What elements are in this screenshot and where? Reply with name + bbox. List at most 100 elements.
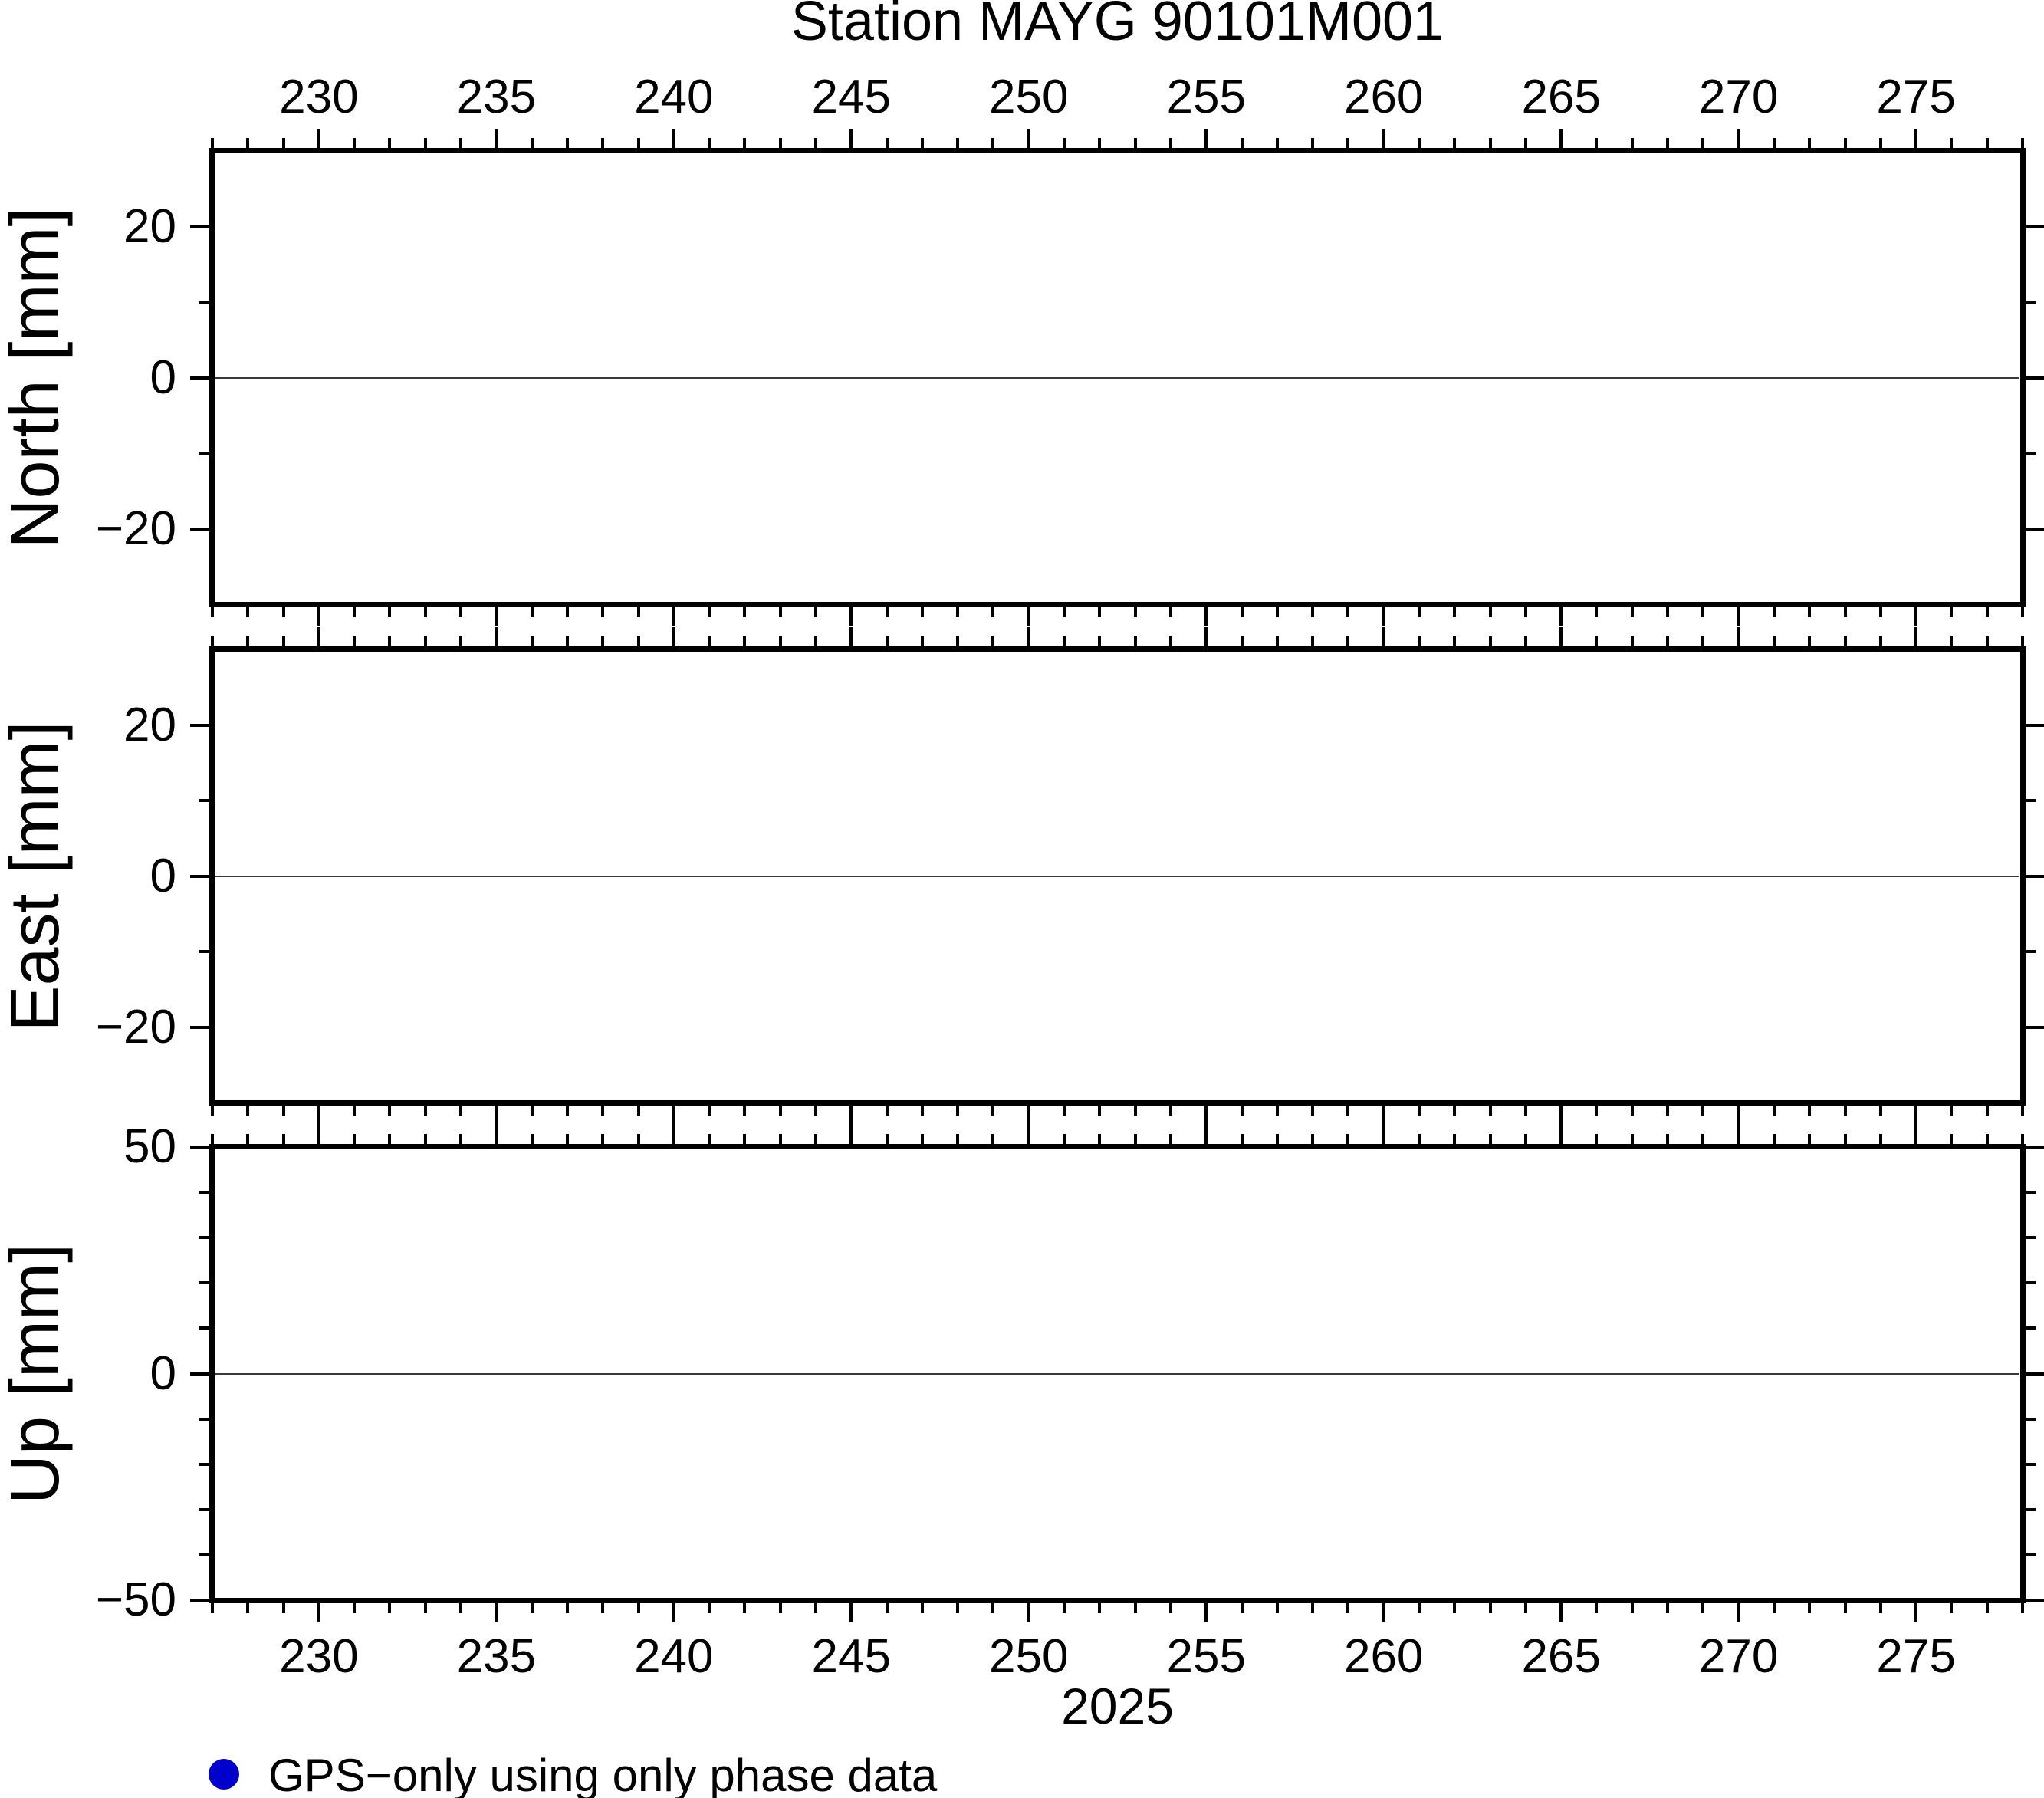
y-tick bbox=[199, 1281, 210, 1285]
y-tick-label: 20 bbox=[123, 698, 176, 751]
x-tick bbox=[1133, 636, 1137, 647]
y-tick bbox=[2025, 1326, 2036, 1330]
x-tick bbox=[1559, 1602, 1563, 1622]
x-tick bbox=[1808, 606, 1812, 617]
x-tick bbox=[2021, 138, 2024, 149]
x-tick bbox=[1630, 1134, 1634, 1145]
x-tick bbox=[1133, 138, 1137, 149]
x-tick bbox=[1914, 1602, 1918, 1622]
x-tick bbox=[317, 1125, 320, 1145]
x-tick bbox=[459, 606, 463, 617]
y-tick-label: 20 bbox=[123, 199, 176, 253]
y-tick bbox=[190, 1372, 210, 1376]
x-tick bbox=[1488, 1105, 1492, 1116]
x-tick bbox=[778, 1602, 782, 1613]
x-tick bbox=[1098, 606, 1102, 617]
x-tick bbox=[211, 1134, 214, 1145]
x-tick bbox=[281, 636, 285, 647]
x-tick bbox=[353, 1602, 357, 1613]
x-tick bbox=[1666, 1105, 1670, 1116]
x-tick bbox=[991, 1602, 995, 1613]
x-tick bbox=[1985, 1134, 1989, 1145]
x-tick bbox=[1453, 1134, 1457, 1145]
x-tick bbox=[672, 129, 675, 149]
x-tick bbox=[388, 606, 392, 617]
x-tick bbox=[1701, 1105, 1705, 1116]
x-tick bbox=[1453, 1602, 1457, 1613]
x-tick bbox=[1240, 1105, 1244, 1116]
x-tick bbox=[246, 636, 250, 647]
x-tick bbox=[920, 1134, 924, 1145]
x-tick bbox=[317, 1602, 320, 1622]
x-tick bbox=[495, 1602, 498, 1622]
x-tick bbox=[423, 1602, 427, 1613]
x-tick bbox=[814, 138, 817, 149]
x-tick bbox=[565, 138, 569, 149]
x-tick bbox=[1559, 129, 1563, 149]
x-tick-label: 260 bbox=[1343, 71, 1424, 123]
x-tick bbox=[1666, 1602, 1670, 1613]
y-tick bbox=[2025, 452, 2036, 455]
x-tick-label: 275 bbox=[1876, 1630, 1956, 1683]
x-tick bbox=[1133, 1134, 1137, 1145]
x-tick bbox=[2021, 1602, 2024, 1613]
x-tick bbox=[601, 1105, 605, 1116]
x-tick bbox=[778, 1105, 782, 1116]
x-tick bbox=[1950, 138, 1954, 149]
x-tick bbox=[495, 129, 498, 149]
x-tick bbox=[1133, 606, 1137, 617]
x-tick bbox=[1418, 606, 1421, 617]
x-tick bbox=[849, 129, 853, 149]
x-tick bbox=[1772, 138, 1776, 149]
x-tick bbox=[459, 1602, 463, 1613]
x-tick bbox=[708, 606, 711, 617]
x-tick bbox=[849, 1602, 853, 1622]
x-tick bbox=[1063, 1602, 1066, 1613]
x-tick bbox=[956, 1602, 960, 1613]
x-tick bbox=[708, 1105, 711, 1116]
y-tick bbox=[199, 301, 210, 304]
x-tick bbox=[1808, 1602, 1812, 1613]
x-tick bbox=[1204, 1602, 1208, 1622]
x-tick bbox=[1311, 1134, 1315, 1145]
x-tick bbox=[1950, 636, 1954, 647]
x-tick bbox=[1382, 1125, 1385, 1145]
x-tick bbox=[353, 1134, 357, 1145]
x-tick bbox=[1808, 636, 1812, 647]
x-tick-label: 235 bbox=[456, 71, 537, 123]
x-tick bbox=[778, 606, 782, 617]
x-tick bbox=[956, 606, 960, 617]
x-tick bbox=[1595, 1134, 1599, 1145]
x-tick bbox=[1418, 1105, 1421, 1116]
x-tick bbox=[849, 627, 853, 647]
x-tick bbox=[459, 1134, 463, 1145]
x-tick bbox=[1985, 138, 1989, 149]
x-tick bbox=[530, 1602, 534, 1613]
x-tick bbox=[1914, 606, 1918, 626]
y-tick bbox=[2025, 1281, 2036, 1285]
x-tick bbox=[1418, 1134, 1421, 1145]
x-tick bbox=[246, 138, 250, 149]
x-tick bbox=[672, 1602, 675, 1622]
x-tick bbox=[1098, 636, 1102, 647]
x-tick bbox=[1488, 1602, 1492, 1613]
x-tick bbox=[708, 1134, 711, 1145]
x-tick bbox=[1311, 636, 1315, 647]
x-tick bbox=[353, 138, 357, 149]
x-tick-label: 230 bbox=[279, 71, 359, 123]
x-tick bbox=[1063, 1134, 1066, 1145]
x-tick bbox=[2021, 1134, 2024, 1145]
x-tick bbox=[1701, 1134, 1705, 1145]
x-tick-label: 230 bbox=[279, 1630, 359, 1683]
x-tick bbox=[1346, 606, 1350, 617]
y-tick bbox=[190, 723, 210, 727]
legend-label: GPS−only using only phase data bbox=[268, 1750, 938, 1798]
x-tick bbox=[636, 606, 640, 617]
x-tick bbox=[1985, 1105, 1989, 1116]
x-tick bbox=[2021, 636, 2024, 647]
x-tick bbox=[281, 1602, 285, 1613]
x-tick bbox=[956, 138, 960, 149]
x-tick bbox=[991, 636, 995, 647]
x-tick bbox=[1737, 129, 1740, 149]
x-tick bbox=[530, 138, 534, 149]
